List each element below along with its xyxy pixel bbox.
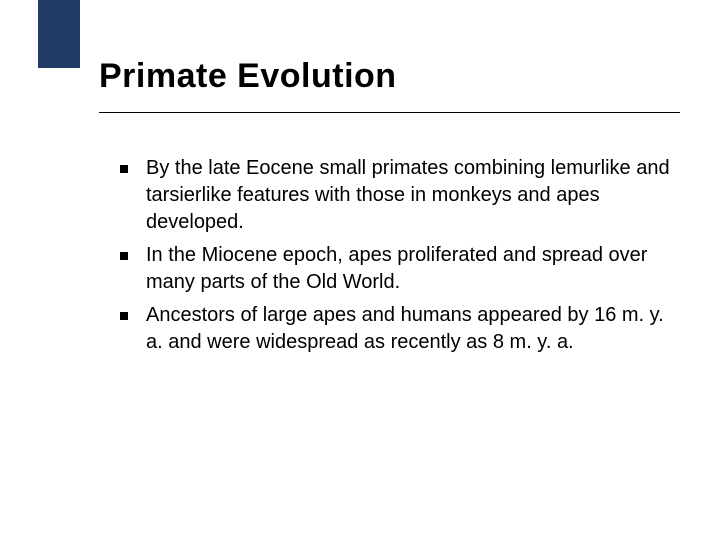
list-item: In the Miocene epoch, apes proliferated …	[120, 242, 670, 296]
bullet-icon	[120, 312, 128, 320]
bullet-text: In the Miocene epoch, apes proliferated …	[146, 242, 670, 296]
bullet-icon	[120, 252, 128, 260]
bullet-icon	[120, 165, 128, 173]
accent-bar	[38, 0, 80, 68]
slide-content: By the late Eocene small primates combin…	[120, 155, 670, 362]
bullet-text: By the late Eocene small primates combin…	[146, 155, 670, 236]
slide: Primate Evolution By the late Eocene sma…	[0, 0, 720, 540]
list-item: By the late Eocene small primates combin…	[120, 155, 670, 236]
slide-title: Primate Evolution	[99, 57, 680, 113]
list-item: Ancestors of large apes and humans appea…	[120, 302, 670, 356]
bullet-text: Ancestors of large apes and humans appea…	[146, 302, 670, 356]
